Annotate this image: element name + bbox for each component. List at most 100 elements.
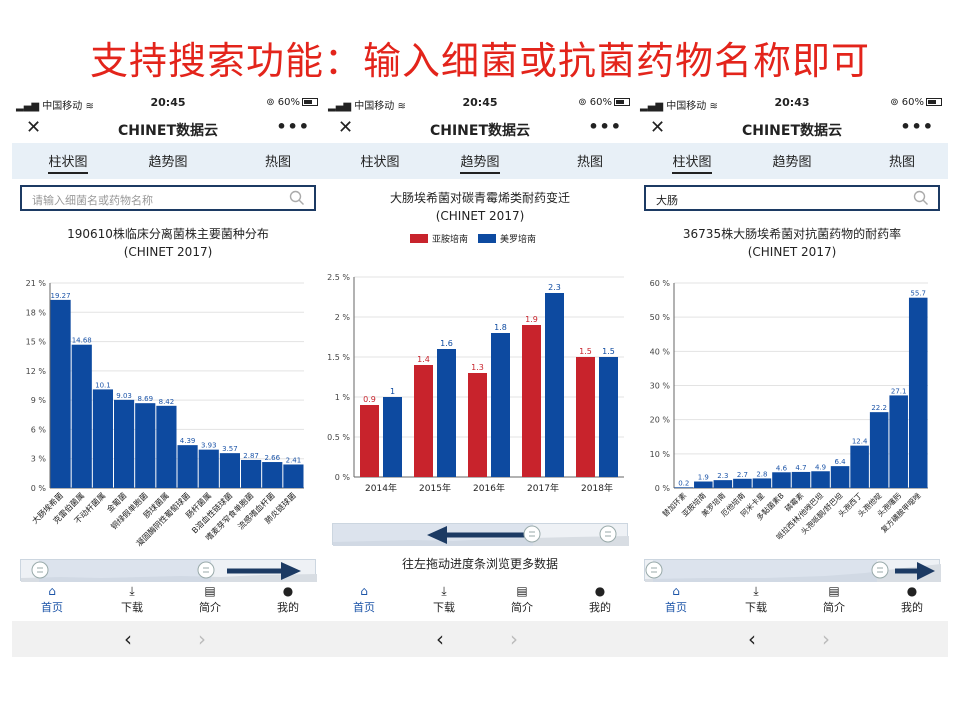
chart-range-slider[interactable] (20, 559, 317, 582)
y-tick-label: 30 % (650, 382, 671, 391)
bar (156, 405, 177, 488)
search-input[interactable]: 大肠 (644, 185, 940, 211)
tab-trend-chart[interactable]: 趋势图 (772, 155, 812, 170)
close-icon[interactable]: ✕ (650, 117, 666, 138)
bar (733, 478, 752, 488)
slider-handle-right[interactable] (197, 561, 215, 579)
chart-tab-bar: 柱状图 趋势图 热图 (324, 143, 636, 179)
bar (262, 462, 283, 488)
arrow-left-icon (427, 526, 531, 544)
tab-heatmap[interactable]: 热图 (264, 155, 291, 170)
y-tick-label: 6 % (31, 425, 47, 434)
tab-bar-chart[interactable]: 柱状图 (28, 151, 108, 174)
tab-heatmap[interactable]: 热图 (576, 155, 603, 170)
tab-bar-chart[interactable]: 柱状图 (652, 151, 732, 174)
download-icon: ⤓ (441, 584, 447, 598)
chart-range-slider[interactable] (644, 559, 941, 582)
species-distribution-chart: 0 %3 %6 %9 %12 %15 %18 %21 %19.27大肠埃希菌14… (26, 279, 304, 548)
bar (830, 466, 850, 488)
bar (414, 365, 433, 477)
signal-icon: ▂▄▆ (328, 101, 355, 112)
carbapenem-trend-chart: 亚胺培南 美罗培南 0 % 0.5 % 1 % 1.5 % 2 % 2.5 % 0.9 1 2014… (327, 233, 624, 494)
bar-value-label: 0.9 (363, 395, 376, 404)
legend-swatch (478, 234, 496, 243)
carrier-label: 中国移动 (666, 101, 707, 112)
search-icon[interactable] (912, 189, 930, 207)
bar (283, 464, 304, 488)
bar (752, 478, 772, 488)
bar (908, 297, 928, 488)
more-icon[interactable]: ••• (588, 117, 622, 136)
bar-value-label: 19.27 (51, 292, 71, 300)
slider-handle-right[interactable] (599, 525, 617, 543)
bottom-tab-download[interactable]: ⤓ 下载 (726, 583, 786, 615)
app-title: CHINET数据云 (117, 123, 219, 139)
more-icon[interactable]: ••• (900, 117, 934, 136)
chart-title: 36735株大肠埃希菌对抗菌药物的耐药率 (682, 227, 902, 241)
bar (219, 453, 240, 488)
forward-icon[interactable]: › (510, 627, 518, 651)
home-icon: ⌂ (48, 584, 56, 598)
bottom-tab-profile[interactable]: ● 我的 (882, 583, 942, 615)
download-icon: ⤓ (129, 584, 135, 598)
slider-handle-left[interactable] (523, 525, 541, 543)
bar-value-label: 1.4 (417, 355, 430, 364)
bottom-tab-profile[interactable]: ● 我的 (570, 583, 630, 615)
bottom-tab-intro[interactable]: ▤ 简介 (492, 583, 552, 615)
bottom-tab-download[interactable]: ⤓ 下载 (414, 583, 474, 615)
app-title: CHINET数据云 (741, 123, 843, 139)
status-bar: ▂▄▆ 中国移动 ≋ 20:43 ⊚ 60% (636, 93, 948, 113)
more-icon[interactable]: ••• (276, 117, 310, 136)
bottom-tab-intro[interactable]: ▤ 简介 (804, 583, 864, 615)
chart-title: 190610株临床分离菌株主要菌种分布 (67, 227, 269, 241)
tab-trend-chart[interactable]: 趋势图 (148, 155, 188, 170)
slider-handle-left[interactable] (645, 561, 663, 579)
close-icon[interactable]: ✕ (26, 117, 42, 138)
resistance-rate-chart: 0 %10 %20 %30 %40 %50 %60 %0.2替加环素1.9亚胺培… (650, 279, 928, 542)
close-icon[interactable]: ✕ (338, 117, 354, 138)
bottom-tab-profile[interactable]: ● 我的 (258, 583, 318, 615)
y-tick-label: 0 % (655, 484, 671, 493)
bar (889, 395, 908, 488)
x-tick-label: 2017年 (527, 482, 559, 494)
y-tick-label: 15 % (26, 338, 47, 347)
slider-handle-left[interactable] (31, 561, 49, 579)
bottom-tab-home[interactable]: ⌂ 首页 (334, 583, 394, 615)
bottom-tab-download[interactable]: ⤓ 下载 (102, 583, 162, 615)
bottom-tab-home[interactable]: ⌂ 首页 (22, 583, 82, 615)
bottom-tab-bar: ⌂ 首页 ⤓ 下载 ▤ 简介 ● 我的 (324, 583, 636, 619)
user-icon: ● (594, 584, 606, 598)
chart-subtitle: (CHINET 2017) (747, 245, 837, 259)
forward-icon[interactable]: › (198, 627, 206, 651)
bar-value-label: 6.4 (835, 458, 847, 466)
back-icon[interactable]: ‹ (436, 627, 444, 651)
bar-value-label: 8.42 (159, 398, 175, 406)
tab-heatmap[interactable]: 热图 (888, 155, 915, 170)
bar-value-label: 1.9 (525, 315, 538, 324)
nav-bar: ✕ CHINET数据云 ••• (324, 113, 636, 143)
slider-handle-right[interactable] (871, 561, 889, 579)
x-tick-label: 2015年 (419, 482, 451, 494)
search-input[interactable]: 请输入细菌名或药物名称 (20, 185, 316, 211)
download-icon: ⤓ (753, 584, 759, 598)
home-icon: ⌂ (672, 584, 680, 598)
tab-bar-chart[interactable]: 柱状图 (360, 155, 400, 170)
battery-label: 60% (589, 97, 612, 108)
back-icon[interactable]: ‹ (124, 627, 132, 651)
bar-value-label: 1.5 (602, 347, 615, 356)
back-icon[interactable]: ‹ (748, 627, 756, 651)
y-tick-label: 12 % (26, 367, 47, 376)
chart-range-slider[interactable] (332, 523, 629, 546)
document-icon: ▤ (204, 584, 216, 598)
bar-value-label: 1.8 (494, 323, 507, 332)
bottom-tab-home[interactable]: ⌂ 首页 (646, 583, 706, 615)
lock-rotation-icon: ⊚ (266, 97, 278, 108)
browser-nav-bar: ‹ › (324, 621, 636, 657)
forward-icon[interactable]: › (822, 627, 830, 651)
bottom-tab-intro[interactable]: ▤ 简介 (180, 583, 240, 615)
bar-value-label: 55.7 (910, 290, 926, 298)
bar (545, 293, 564, 477)
tab-trend-chart[interactable]: 趋势图 (440, 151, 520, 174)
search-icon[interactable] (288, 189, 306, 207)
phone-screen-bar-chart: ▂▄▆ 中国移动 ≋ 20:45 ⊚ 60% ✕ CHINET数据云 ••• 柱… (12, 93, 324, 657)
